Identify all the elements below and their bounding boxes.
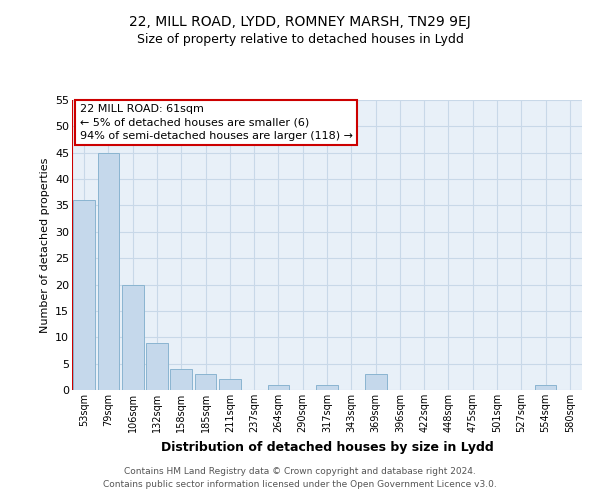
- Bar: [122, 284, 143, 390]
- Bar: [146, 342, 168, 390]
- Bar: [268, 384, 289, 390]
- Bar: [170, 369, 192, 390]
- Text: 22 MILL ROAD: 61sqm
← 5% of detached houses are smaller (6)
94% of semi-detached: 22 MILL ROAD: 61sqm ← 5% of detached hou…: [80, 104, 353, 141]
- Y-axis label: Number of detached properties: Number of detached properties: [40, 158, 50, 332]
- Text: Contains public sector information licensed under the Open Government Licence v3: Contains public sector information licen…: [103, 480, 497, 489]
- Bar: [194, 374, 217, 390]
- Bar: [97, 152, 119, 390]
- Text: 22, MILL ROAD, LYDD, ROMNEY MARSH, TN29 9EJ: 22, MILL ROAD, LYDD, ROMNEY MARSH, TN29 …: [129, 15, 471, 29]
- Bar: [73, 200, 95, 390]
- Bar: [535, 384, 556, 390]
- Bar: [219, 380, 241, 390]
- Bar: [316, 384, 338, 390]
- X-axis label: Distribution of detached houses by size in Lydd: Distribution of detached houses by size …: [161, 440, 493, 454]
- Bar: [365, 374, 386, 390]
- Text: Contains HM Land Registry data © Crown copyright and database right 2024.: Contains HM Land Registry data © Crown c…: [124, 467, 476, 476]
- Text: Size of property relative to detached houses in Lydd: Size of property relative to detached ho…: [137, 32, 463, 46]
